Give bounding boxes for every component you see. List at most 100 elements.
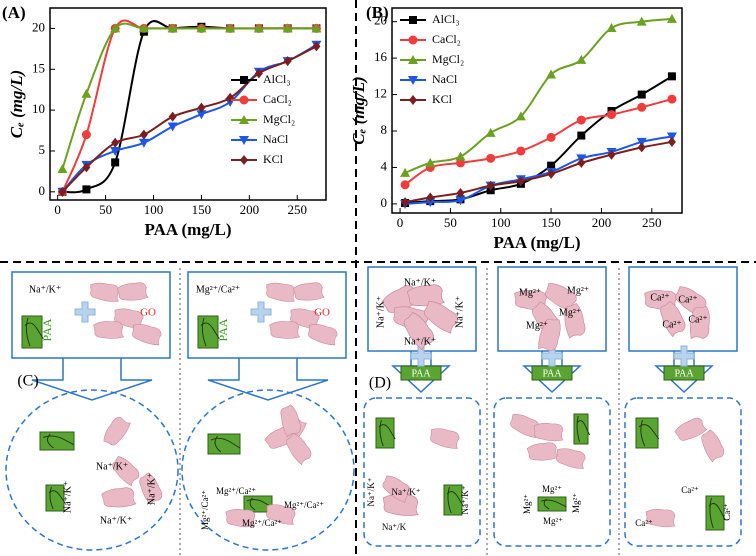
plus [541, 345, 563, 367]
paa-block [207, 433, 241, 455]
marker [400, 180, 410, 190]
marker [138, 23, 149, 33]
diagram-label: Na⁺/K⁺ [366, 477, 376, 506]
marker [577, 131, 586, 140]
diagram-label: Mg²⁺/Ca²⁺ [242, 518, 282, 528]
marker [82, 185, 91, 194]
go-flake [564, 303, 586, 339]
go-flake [538, 318, 561, 351]
go-flake [112, 456, 140, 487]
diagram-label: Na⁺/K⁺ [29, 284, 61, 295]
legend-label: CaCl₂ [263, 92, 292, 106]
marker [516, 176, 525, 187]
marker [577, 157, 586, 168]
series-line [405, 135, 673, 205]
diagram-label: Na⁺/K⁺ [62, 481, 73, 513]
marker [111, 137, 120, 148]
arrow [31, 357, 153, 401]
panel-label: (A) [2, 3, 26, 22]
diagram-label: Na⁺/K⁺ [404, 336, 436, 347]
marker [225, 23, 236, 33]
x-tick-label: 50 [99, 202, 112, 217]
legend-label: KCl [263, 152, 284, 166]
marker [196, 110, 207, 120]
go-flake [101, 487, 137, 508]
marker [547, 161, 556, 170]
go-flake [526, 442, 559, 461]
marker [455, 196, 466, 206]
x-axis-title: PAA (mg/L) [493, 233, 580, 252]
diagram-label: Na⁺/K⁺ [375, 296, 386, 328]
y-tick-label: 15 [32, 60, 45, 75]
paa-chain [48, 486, 66, 510]
go-flake [103, 417, 131, 446]
diagram-label: PAA [216, 318, 230, 341]
legend-marker [240, 155, 248, 165]
diagram-label: Na⁺/K⁺ [460, 485, 470, 514]
dashed-circle [5, 389, 179, 551]
marker [168, 111, 177, 122]
marker [576, 54, 587, 64]
go-flake [116, 282, 149, 301]
diagram-label: Ca²⁺ [635, 518, 653, 528]
y-tick-label: 0 [381, 195, 388, 210]
marker [455, 151, 466, 161]
legend-label: KCl [432, 92, 453, 106]
y-tick-label: 4 [381, 158, 388, 173]
marker [667, 136, 676, 147]
go-flake [423, 300, 458, 334]
diagram-label: Na⁺/K⁺ [454, 296, 465, 328]
marker [516, 146, 526, 156]
y-tick-label: 0 [39, 183, 46, 198]
marker [82, 162, 91, 173]
legend-marker [408, 76, 418, 85]
go-flake [556, 448, 586, 469]
go-flake [280, 404, 301, 438]
marker [282, 23, 293, 33]
legend-marker [240, 76, 248, 84]
diagram-label: Na⁺/K⁺ [100, 515, 132, 526]
marker [546, 132, 556, 142]
marker [637, 102, 647, 112]
diagram-label: Na⁺/K [382, 522, 407, 532]
marker [81, 130, 91, 140]
paa-chain [200, 317, 220, 347]
series-line [61, 19, 317, 193]
go-flake [132, 324, 162, 346]
marker [515, 111, 526, 121]
diagram-label: Mg²⁺ [542, 484, 562, 494]
y-tick-label: 12 [374, 86, 387, 101]
marker [197, 102, 206, 113]
x-tick-label: 200 [240, 202, 260, 217]
diagram-label: PAA [674, 368, 694, 379]
legend-label: MgCl₂ [432, 52, 464, 66]
series-line [404, 140, 673, 204]
marker [110, 23, 121, 33]
marker [110, 146, 121, 156]
marker [138, 138, 149, 148]
y-tick-label: 8 [381, 122, 388, 137]
marker [167, 23, 178, 33]
legend-marker [239, 136, 249, 145]
x-tick-label: 150 [192, 202, 212, 217]
diagram-label: Mg²⁺ [526, 320, 548, 331]
marker [637, 142, 646, 153]
diagram-label: Mg²⁺ [522, 494, 532, 514]
marker [546, 69, 557, 79]
go-flake [266, 504, 296, 525]
dashed-circle [181, 389, 355, 551]
go-flake [701, 429, 725, 463]
plus [673, 345, 695, 367]
legend-label: AlCl₃ [432, 12, 460, 26]
marker [576, 115, 586, 125]
paa-chain [446, 486, 464, 514]
diagram-label: Na⁺/K⁺ [146, 473, 157, 505]
legend-marker [409, 95, 417, 105]
plus [250, 301, 272, 323]
paa-chain [708, 497, 726, 529]
legend-marker [408, 35, 418, 45]
go-flake [269, 321, 301, 339]
go-flake [93, 321, 125, 339]
diagram-label: Mg²⁺ [519, 287, 541, 298]
marker [666, 13, 677, 23]
